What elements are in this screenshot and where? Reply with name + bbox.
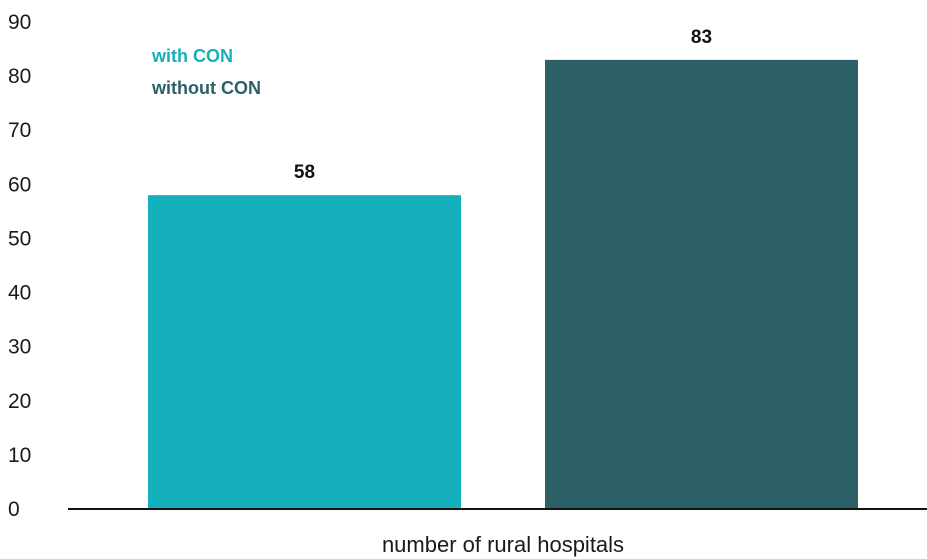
- data-label-with-con: 58: [294, 162, 315, 183]
- y-axis-ticks: 0 10 20 30 40 50 60 70 80 90: [8, 11, 31, 521]
- y-tick-label: 60: [8, 173, 31, 196]
- y-tick-label: 10: [8, 444, 31, 467]
- y-tick-label: 70: [8, 119, 31, 142]
- data-label-without-con: 83: [691, 27, 712, 48]
- legend: with CON without CON: [151, 46, 261, 98]
- data-labels: 58 83: [294, 27, 712, 183]
- legend-entry-without-con: without CON: [151, 78, 261, 98]
- bar-with-con: [148, 195, 461, 509]
- y-tick-label: 80: [8, 65, 31, 88]
- x-axis-label: number of rural hospitals: [382, 532, 624, 557]
- y-tick-label: 40: [8, 282, 31, 305]
- y-tick-label: 20: [8, 390, 31, 413]
- bar-without-con: [545, 59, 858, 509]
- bars: [148, 59, 858, 509]
- y-tick-label: 0: [8, 498, 20, 521]
- y-tick-label: 90: [8, 11, 31, 34]
- legend-entry-with-con: with CON: [151, 46, 233, 66]
- y-tick-label: 30: [8, 336, 31, 359]
- y-tick-label: 50: [8, 227, 31, 250]
